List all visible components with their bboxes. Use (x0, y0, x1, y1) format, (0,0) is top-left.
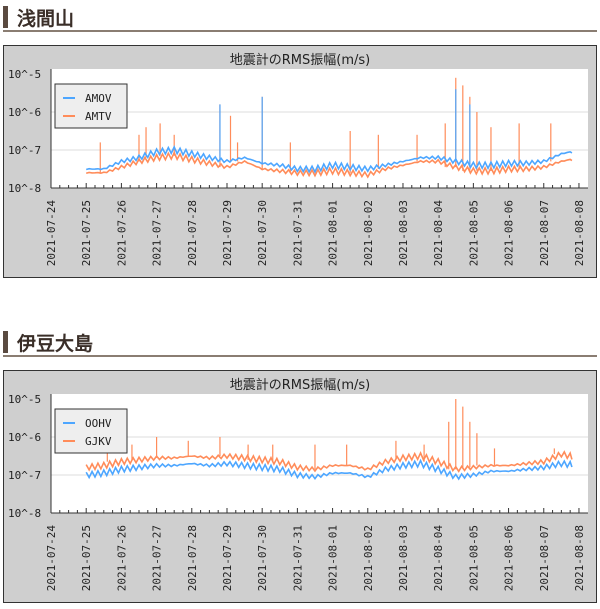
legend-box (54, 408, 128, 454)
x-tick-label: 2021-07-30 (256, 200, 269, 266)
x-tick-label: 2021-07-24 (45, 200, 58, 267)
legend-label: OOHV (85, 417, 112, 430)
legend-label: AMOV (85, 92, 112, 105)
y-tick-label: 10^-5 (8, 68, 41, 81)
x-tick-label: 2021-07-28 (186, 525, 199, 591)
legend-box (54, 83, 128, 129)
y-tick-label: 10^-8 (8, 182, 41, 195)
x-tick-label: 2021-08-08 (573, 525, 586, 591)
y-tick-label: 10^-8 (8, 507, 41, 520)
x-tick-label: 2021-08-04 (432, 525, 445, 592)
y-tick-label: 10^-7 (8, 144, 41, 157)
x-tick-label: 2021-08-03 (397, 525, 410, 591)
x-tick-label: 2021-08-01 (327, 200, 340, 266)
x-tick-label: 2021-07-27 (151, 525, 164, 591)
series-line-gjkv (85, 450, 573, 473)
section-header-izu-oshima: 伊豆大島 (3, 329, 597, 357)
x-tick-label: 2021-08-06 (503, 200, 516, 266)
legend-label: AMTV (85, 110, 112, 123)
x-tick-label: 2021-07-26 (115, 200, 128, 266)
y-tick-label: 10^-7 (8, 469, 41, 482)
section-title: 伊豆大島 (17, 333, 94, 355)
series-line-oohv (85, 458, 573, 481)
x-tick-label: 2021-08-07 (538, 200, 551, 266)
x-tick-label: 2021-07-25 (80, 525, 93, 591)
x-tick-label: 2021-08-03 (397, 200, 410, 266)
section-header-asama: 浅間山 (3, 4, 597, 32)
legend-label: GJKV (85, 435, 112, 448)
legend: OOHV GJKV (54, 408, 128, 454)
series-line-amov (85, 145, 573, 174)
x-tick-label: 2021-08-06 (503, 525, 516, 591)
legend: AMOV AMTV (54, 83, 128, 129)
x-tick-label: 2021-07-30 (256, 525, 269, 591)
x-tick-label: 2021-08-05 (467, 200, 480, 266)
y-tick-label: 10^-6 (8, 106, 41, 119)
x-tick-label: 2021-07-26 (115, 525, 128, 591)
chart-title: 地震計のRMS振幅(m/s) (230, 377, 370, 393)
plot-area (51, 394, 588, 513)
x-tick-label: 2021-07-31 (291, 200, 304, 266)
x-tick-label: 2021-07-25 (80, 200, 93, 266)
x-tick-label: 2021-08-02 (362, 525, 375, 591)
x-tick-label: 2021-08-05 (467, 525, 480, 591)
x-tick-label: 2021-07-31 (291, 525, 304, 591)
chart-izu-oshima: 地震計のRMS振幅(m/s) 10^-5 10^-6 10^-7 10^-8 2021-0… (3, 370, 597, 603)
y-tick-label: 10^-5 (8, 393, 41, 406)
chart-title: 地震計のRMS振幅(m/s) (230, 52, 370, 68)
section-title: 浅間山 (17, 8, 75, 30)
y-tick-label: 10^-6 (8, 431, 41, 444)
x-tick-label: 2021-07-24 (45, 525, 58, 592)
chart-asama: 地震計のRMS振幅(m/s) 10^-5 10^-6 10^-7 10^-8 2021-0… (3, 45, 597, 278)
x-tick-label: 2021-07-29 (221, 525, 234, 591)
x-tick-label: 2021-08-01 (327, 525, 340, 591)
x-tick-label: 2021-08-04 (432, 200, 445, 267)
x-tick-label: 2021-08-02 (362, 200, 375, 266)
x-tick-label: 2021-07-27 (151, 200, 164, 266)
x-tick-label: 2021-08-08 (573, 200, 586, 266)
series-line-amtv (85, 150, 573, 179)
x-tick-label: 2021-07-28 (186, 200, 199, 266)
x-tick-label: 2021-07-29 (221, 200, 234, 266)
x-tick-label: 2021-08-07 (538, 525, 551, 591)
